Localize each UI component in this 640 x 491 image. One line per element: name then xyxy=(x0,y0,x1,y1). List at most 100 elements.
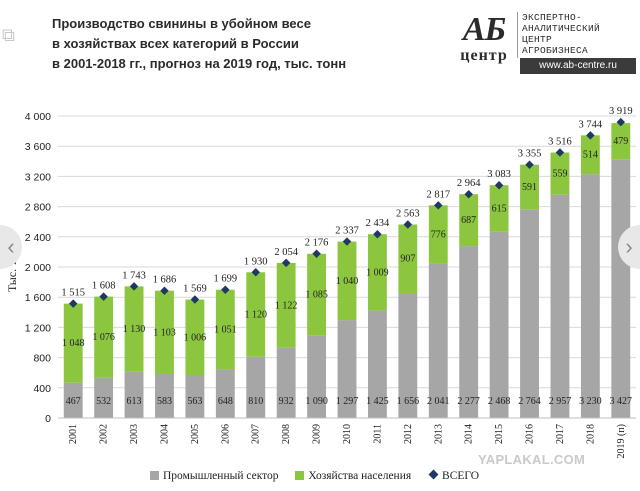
data-label-total: 3 744 xyxy=(579,119,603,130)
x-tick-label: 2019 (п) xyxy=(616,424,627,459)
bar-households xyxy=(276,262,296,348)
data-label-households: 687 xyxy=(461,215,476,226)
y-tick-label: 3 600 xyxy=(25,141,51,153)
data-label-households: 1 085 xyxy=(305,290,328,301)
x-tick-label: 2002 xyxy=(99,424,110,444)
data-label-industrial: 2 468 xyxy=(488,396,511,407)
bar-industrial xyxy=(428,263,448,418)
data-label-households: 1 048 xyxy=(62,338,85,349)
bar-households xyxy=(124,286,144,372)
title-line-3: в 2001-2018 гг., прогноз на 2019 год, ты… xyxy=(52,56,347,71)
total-marker xyxy=(99,292,108,301)
bar-industrial xyxy=(246,356,266,418)
data-label-industrial: 2 041 xyxy=(427,396,450,407)
total-marker xyxy=(373,229,382,239)
title-line-2: в хозяйствах всех категорий в России xyxy=(52,36,299,51)
bar-industrial xyxy=(185,375,205,418)
x-tick-label: 2007 xyxy=(251,424,262,444)
x-tick-label: 2014 xyxy=(464,424,475,444)
data-label-industrial: 467 xyxy=(66,396,81,407)
data-label-households: 1 103 xyxy=(153,327,176,338)
legend-marker-total xyxy=(428,469,439,480)
data-label-households: 479 xyxy=(613,136,628,147)
logo-text-line-4: АГРОБИЗНЕСА xyxy=(522,45,589,56)
bar-households xyxy=(580,135,600,175)
ab-centre-logo: АБ центр ЭКСПЕРТНО- АНАЛИТИЧЕСКИЙ ЦЕНТР … xyxy=(448,10,638,76)
bar-households xyxy=(611,123,631,160)
bar-households xyxy=(307,253,327,336)
bar-industrial xyxy=(489,231,509,418)
y-tick-label: 800 xyxy=(33,353,51,365)
data-label-industrial: 2 764 xyxy=(518,396,541,407)
logo-divider xyxy=(517,12,518,58)
data-label-total: 1 699 xyxy=(214,274,238,285)
bar-households xyxy=(337,241,357,321)
bar-households xyxy=(63,303,83,383)
chevron-right-icon[interactable]: › xyxy=(618,225,640,269)
data-label-households: 1 130 xyxy=(123,324,146,335)
chart-legend: Промышленный сектор Хозяйства населения … xyxy=(150,469,493,486)
x-tick-label: 2018 xyxy=(585,424,596,444)
legend-swatch-households xyxy=(295,471,305,481)
total-marker xyxy=(403,220,413,229)
x-tick-label: 2004 xyxy=(159,424,170,444)
data-label-industrial: 1 656 xyxy=(397,396,420,407)
bar-households xyxy=(367,234,387,311)
data-label-industrial: 2 277 xyxy=(457,396,480,407)
legend-item-households: Хозяйства населения xyxy=(295,470,411,482)
data-label-total: 1 569 xyxy=(183,284,207,295)
total-marker xyxy=(251,268,260,277)
bar-households xyxy=(215,289,235,370)
bar-industrial xyxy=(611,159,631,418)
data-label-households: 514 xyxy=(583,150,598,161)
y-tick-label: 2 000 xyxy=(25,262,51,274)
bar-households xyxy=(428,205,448,264)
x-tick-label: 2017 xyxy=(555,424,566,444)
logo-mark-bottom: центр xyxy=(460,47,508,64)
data-label-total: 1 686 xyxy=(153,275,177,286)
logo-mark-top: АБ xyxy=(462,11,506,48)
data-label-industrial: 810 xyxy=(248,396,263,407)
x-tick-label: 2003 xyxy=(129,424,140,444)
data-label-total: 1 515 xyxy=(61,288,85,299)
x-tick-label: 2015 xyxy=(494,424,505,444)
data-label-total: 1 608 xyxy=(92,281,116,292)
data-label-households: 1 006 xyxy=(184,333,207,344)
bar-industrial xyxy=(124,371,144,418)
data-label-total: 2 817 xyxy=(426,189,450,200)
total-marker xyxy=(464,189,473,199)
chevron-left-icon[interactable]: ‹ xyxy=(0,225,22,269)
bar-industrial xyxy=(550,194,570,418)
x-tick-label: 2005 xyxy=(190,424,201,444)
y-tick-label: 2 800 xyxy=(25,202,51,214)
logo-mark: АБ центр xyxy=(452,12,516,72)
data-label-industrial: 1 297 xyxy=(336,396,359,407)
total-marker xyxy=(129,282,139,291)
bar-households xyxy=(550,152,570,195)
bar-industrial xyxy=(63,382,83,418)
data-label-total: 2 434 xyxy=(366,218,390,229)
x-tick-label: 2013 xyxy=(433,424,444,444)
y-tick-label: 1 200 xyxy=(25,322,51,334)
bar-industrial xyxy=(94,377,114,418)
data-label-households: 1 051 xyxy=(214,324,237,335)
crop-icon[interactable]: ⧉ xyxy=(2,25,15,45)
bar-industrial xyxy=(215,369,235,418)
legend-swatch-industrial xyxy=(150,471,159,481)
y-tick-label: 3 200 xyxy=(25,171,51,183)
bar-industrial xyxy=(580,174,600,418)
legend-item-total: ВСЕГО xyxy=(428,469,479,482)
data-label-industrial: 532 xyxy=(96,396,111,407)
data-label-industrial: 1 090 xyxy=(305,396,328,407)
logo-text-line-1: ЭКСПЕРТНО- xyxy=(522,12,583,23)
bar-households xyxy=(520,164,539,210)
data-label-total: 2 176 xyxy=(305,238,329,249)
y-tick-label: 1 600 xyxy=(25,292,51,304)
data-label-industrial: 648 xyxy=(218,396,233,407)
data-label-total: 3 083 xyxy=(487,169,511,180)
x-tick-label: 2012 xyxy=(403,424,414,444)
x-tick-label: 2009 xyxy=(312,424,323,444)
data-label-total: 2 563 xyxy=(396,208,420,219)
